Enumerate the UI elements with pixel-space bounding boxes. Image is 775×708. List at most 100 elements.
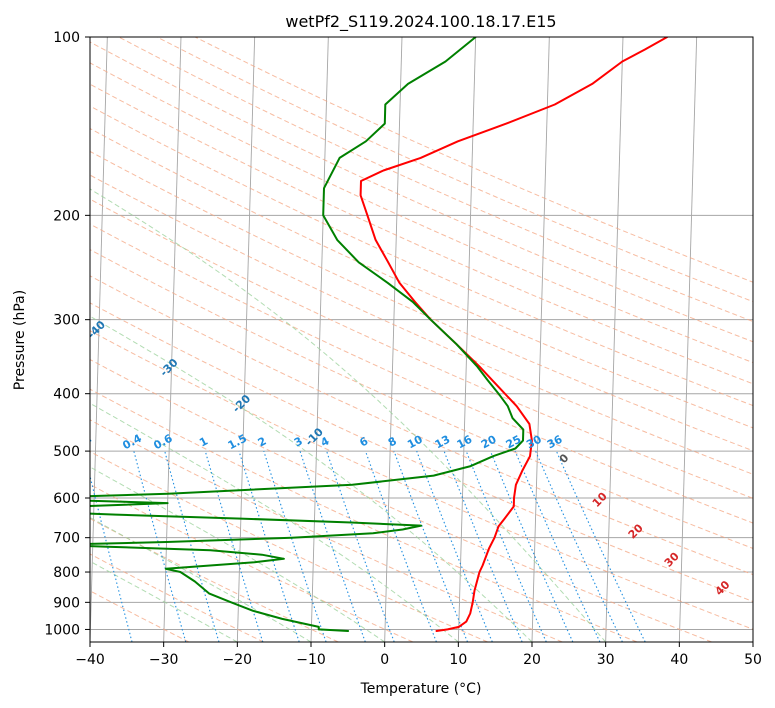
dry-adiabat-60 <box>90 302 753 603</box>
isotherm-30 <box>605 37 624 642</box>
x-tick-label: 50 <box>744 652 762 668</box>
x-tick-label: 0 <box>380 652 389 668</box>
mixing-ratio-line <box>489 450 574 642</box>
mixing-ratio-line <box>514 450 601 642</box>
dry-adiabat-120 <box>90 150 753 452</box>
profile-lines <box>90 37 669 632</box>
mixing-ratio-label: 10 <box>405 433 425 452</box>
chart-title: wetPf2_S119.2024.100.18.17.E15 <box>285 12 556 32</box>
y-tick-label: 400 <box>53 387 80 403</box>
dewpoint-profile <box>90 37 525 632</box>
x-tick-label: 10 <box>449 652 467 668</box>
y-tick-label: 700 <box>53 531 80 547</box>
y-axis-label: Pressure (hPa) <box>12 290 28 390</box>
mixing-ratio-label: 0.2 <box>70 432 93 453</box>
theta-label: 0 <box>557 451 572 466</box>
dry-adiabat-100 <box>90 198 753 499</box>
mixing-ratio-label: 0.4 <box>120 432 144 453</box>
mixing-ratio-label: 13 <box>433 433 453 452</box>
y-tick-label: 900 <box>53 595 80 611</box>
mixing-ratio-line <box>204 450 264 642</box>
theta-label: 40 <box>713 578 733 598</box>
isotherm--10 <box>310 37 329 642</box>
mixing-ratio-label: 2 <box>256 434 269 449</box>
y-tick-label: 1000 <box>44 622 80 638</box>
y-tick-label: 600 <box>53 491 80 507</box>
moist-adiabat-10 <box>90 402 459 642</box>
mixing-ratio-line <box>164 450 220 642</box>
mixing-ratio-label: 1 <box>197 434 210 449</box>
plot-frame <box>89 36 754 643</box>
isotherm--40 <box>90 37 108 642</box>
dry-adiabat-150 <box>90 83 753 385</box>
theta-label: 10 <box>590 490 610 510</box>
y-tick-label: 100 <box>53 30 80 46</box>
mixing-ratio-label: 8 <box>386 434 399 449</box>
background-grid <box>90 37 753 642</box>
moist-adiabat--20 <box>90 560 238 642</box>
y-axis: 100 200 300 400 500 600 700 800 900 1000 <box>44 30 90 638</box>
mixing-ratio-label: 25 <box>504 433 524 452</box>
dry-adiabat-140 <box>90 105 753 407</box>
mixing-ratio-line <box>393 450 469 642</box>
dry-adiabat-190 <box>156 37 753 303</box>
x-tick-label: −40 <box>75 652 105 668</box>
dry-adiabat-70 <box>90 275 753 576</box>
x-tick-label: −30 <box>149 652 179 668</box>
moist-adiabat-20 <box>90 315 533 642</box>
dry-adiabat-160 <box>90 62 753 364</box>
mixing-ratio-line <box>238 450 300 642</box>
moist-adiabat-30 <box>90 188 607 642</box>
mixing-ratio-label: 36 <box>545 433 565 452</box>
mixing-ratio-line <box>555 450 646 642</box>
mixing-ratio-label: 6 <box>357 434 370 449</box>
mixing-ratio-line <box>263 450 327 642</box>
mixing-ratio-label: 0.1 <box>24 432 47 453</box>
y-tick-label: 800 <box>53 565 80 581</box>
y-tick-label: 300 <box>53 313 80 329</box>
isotherm-0 <box>384 37 403 642</box>
x-tick-label: 30 <box>597 652 615 668</box>
theta-label: 20 <box>626 521 646 541</box>
mixing-ratio-line <box>326 450 395 642</box>
isotherm--20 <box>236 37 256 642</box>
dry-adiabat-20 <box>90 419 563 642</box>
x-tick-label: −20 <box>223 652 253 668</box>
x-tick-label: −10 <box>296 652 326 668</box>
isotherm-10 <box>457 37 477 642</box>
mixing-ratio-line <box>364 450 437 642</box>
mixing-ratio-line <box>299 450 366 642</box>
x-tick-label: 20 <box>523 652 541 668</box>
mixing-ratio-label: 3 <box>292 434 305 449</box>
moist-adiabat-0 <box>90 466 385 642</box>
mixing-ratio-line <box>535 450 623 642</box>
mixing-ratio-label: 1.5 <box>226 432 249 453</box>
mixing-ratio-label: 30 <box>524 433 544 452</box>
isotherm-50 <box>752 626 753 642</box>
x-axis: −40 −30 −20 −10 0 10 20 30 40 50 <box>75 642 762 668</box>
mixing-ratio-label: 20 <box>479 433 499 452</box>
y-tick-label: 200 <box>53 208 80 224</box>
dry-adiabat-170 <box>90 41 753 343</box>
mixing-ratio-line <box>416 450 493 642</box>
isotherm-20 <box>531 37 550 642</box>
mixing-ratio-line <box>465 450 547 642</box>
mixing-ratio-line <box>443 450 523 642</box>
dry-adiabat-180 <box>118 37 753 323</box>
y-tick-label: 500 <box>53 444 80 460</box>
x-axis-label: Temperature (°C) <box>360 681 482 697</box>
moist-adiabat--10 <box>90 516 312 642</box>
mixing-ratio-line <box>90 474 133 642</box>
dry-adiabat-200 <box>194 37 753 283</box>
temperature-profile <box>359 37 669 632</box>
wet-bulb-label: -30 <box>157 356 180 379</box>
dry-adiabat-80 <box>90 249 753 549</box>
isotherm-40 <box>678 37 698 642</box>
x-tick-label: 40 <box>670 652 688 668</box>
wet-bulb-label: -40 <box>85 318 108 341</box>
wet-bulb-label: -20 <box>230 392 253 415</box>
dry-adiabat-10 <box>90 450 488 642</box>
dry-adiabat-0 <box>90 483 414 642</box>
mixing-ratio-label: 16 <box>455 433 475 452</box>
